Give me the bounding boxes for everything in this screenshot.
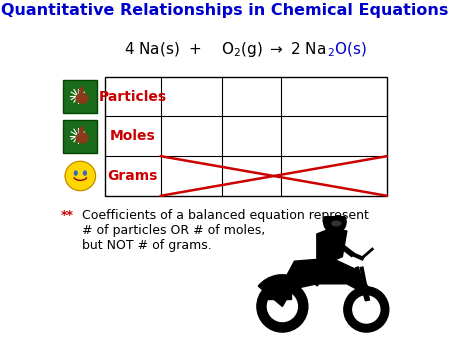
Text: Coefficients of a balanced equation represent
# of particles OR # of moles,
but : Coefficients of a balanced equation repr… [82, 209, 369, 252]
Text: $_2$O(s): $_2$O(s) [327, 41, 367, 59]
Text: Grams: Grams [108, 169, 158, 183]
Bar [63, 80, 97, 113]
Ellipse shape [79, 127, 83, 134]
Ellipse shape [74, 171, 77, 175]
Text: 4 Na(s)  +    O$_2$(g) $\rightarrow$ 2 Na: 4 Na(s) + O$_2$(g) $\rightarrow$ 2 Na [124, 41, 326, 59]
Ellipse shape [84, 171, 86, 175]
Text: Quantitative Relationships in Chemical Equations: Quantitative Relationships in Chemical E… [1, 3, 449, 18]
Ellipse shape [79, 87, 83, 95]
Text: **: ** [61, 209, 74, 222]
Bar [105, 77, 387, 196]
Text: 4 Na(s)  +    O$_2$(g) $\rightarrow$ 2 Na$_2$O(s): 4 Na(s) + O$_2$(g) $\rightarrow$ 2 Na$_2… [104, 41, 346, 59]
Bar [63, 120, 97, 152]
Ellipse shape [76, 133, 88, 143]
Text: Particles: Particles [99, 90, 166, 104]
Ellipse shape [76, 93, 88, 103]
Circle shape [65, 161, 95, 191]
Bar [51, 33, 399, 67]
Text: Moles: Moles [110, 129, 156, 143]
